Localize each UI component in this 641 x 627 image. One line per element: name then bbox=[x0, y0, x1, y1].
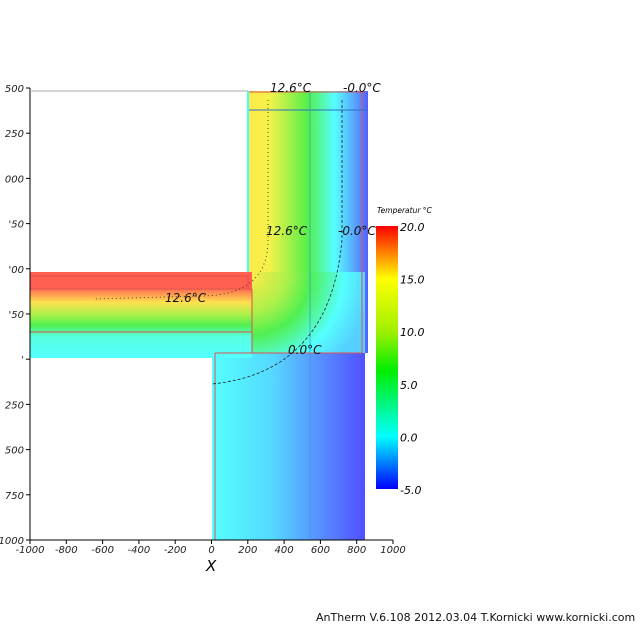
colorbar-title: Temperatur °C bbox=[377, 206, 433, 215]
x-tick-label: 1000 bbox=[380, 545, 405, 556]
y-tick-label: '50 bbox=[9, 310, 24, 321]
isotherm-label: -0.0°C bbox=[343, 81, 381, 95]
colorbar-label: 15.0 bbox=[400, 274, 425, 287]
slab bbox=[30, 272, 252, 358]
colorbar-label: 20.0 bbox=[400, 221, 425, 234]
colorbar-label: 0.0 bbox=[400, 431, 418, 444]
x-tick-label: -800 bbox=[55, 545, 78, 556]
y-tick-label: 500 bbox=[5, 446, 24, 457]
footer-credit: AnTherm V.6.108 2012.03.04 T.Kornicki ww… bbox=[316, 611, 636, 624]
x-axis-label: X bbox=[205, 557, 217, 575]
y-tick-label: 500 bbox=[5, 84, 24, 95]
isotherm-label: 0.0°C bbox=[288, 343, 322, 357]
wall-lower bbox=[212, 353, 365, 540]
colorbar bbox=[376, 226, 398, 489]
x-tick-label: 0 bbox=[208, 545, 214, 556]
y-tick-label: '00 bbox=[9, 265, 24, 276]
x-tick-label: -400 bbox=[128, 545, 151, 556]
colorbar-label: 5.0 bbox=[400, 379, 418, 392]
y-tick-label: 250 bbox=[5, 400, 24, 411]
isotherm-label: 12.6°C bbox=[266, 224, 308, 238]
x-tick-label: -1000 bbox=[15, 545, 44, 556]
x-tick-label: 800 bbox=[347, 545, 366, 556]
y-tick-label: 1000 bbox=[0, 536, 24, 547]
y-tick-label: ' bbox=[21, 355, 24, 366]
x-tick-label: 200 bbox=[238, 545, 257, 556]
y-tick-label: 000 bbox=[5, 174, 24, 185]
y-tick-label: '50 bbox=[9, 220, 24, 231]
x-tick-label: -200 bbox=[164, 545, 187, 556]
x-tick-label: 600 bbox=[311, 545, 330, 556]
colorbar-label: -5.0 bbox=[400, 484, 421, 497]
isotherm-label: 12.6°C bbox=[165, 291, 207, 305]
isotherm-label: 12.6°C bbox=[270, 81, 312, 95]
y-tick-label: 750 bbox=[5, 491, 24, 502]
colorbar-label: 10.0 bbox=[400, 326, 425, 339]
wall-corner bbox=[248, 272, 365, 353]
y-tick-label: 250 bbox=[5, 129, 24, 140]
x-tick-label: -600 bbox=[91, 545, 114, 556]
isotherm-12-6 bbox=[94, 100, 269, 300]
x-tick-label: 400 bbox=[275, 545, 294, 556]
isotherm-label: -0.0°C bbox=[338, 224, 376, 238]
